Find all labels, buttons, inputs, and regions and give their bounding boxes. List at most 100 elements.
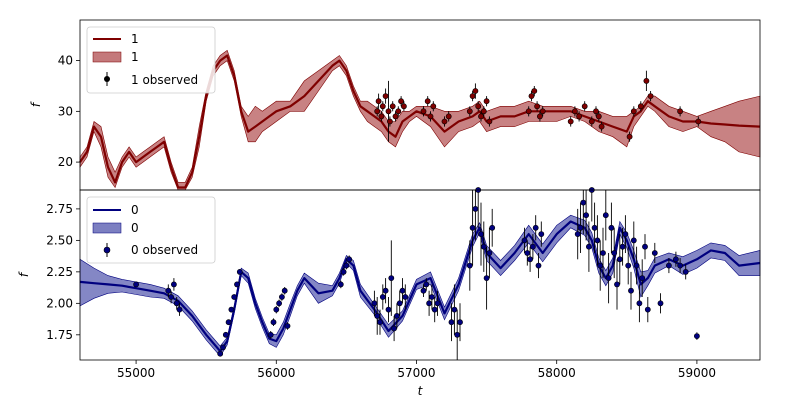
bottom-observed-point: [434, 300, 441, 307]
bottom-observed-point: [374, 312, 381, 319]
top-observed-points-layer: [374, 70, 702, 142]
bottom-observed-point: [343, 262, 350, 269]
bottom-observed-point: [521, 237, 528, 244]
bottom-observed-point: [388, 275, 395, 281]
bottom-observed-point: [377, 319, 383, 326]
top-y-tick-label: 40: [58, 54, 73, 68]
bottom-observed-point: [337, 281, 344, 288]
bottom-legend-band-swatch: [92, 222, 122, 234]
bottom-observed-point: [278, 294, 285, 300]
bottom-observed-point: [236, 268, 243, 275]
bottom-observed-point: [281, 287, 288, 294]
bottom-observed-point: [628, 287, 634, 294]
bottom-observed-point: [524, 250, 531, 256]
bottom-observed-points-layer: [133, 187, 700, 360]
bottom-observed-point: [431, 306, 438, 313]
bottom-panel: 1.75 2.00 2.25 2.50 2.75 55000 56000 57000 5800…: [17, 187, 761, 398]
bottom-observed-point: [385, 306, 392, 313]
bottom-axes-frame: [79, 189, 761, 361]
top-observed-point: [389, 103, 396, 110]
bottom-observed-point: [399, 287, 406, 294]
top-observed-point: [567, 118, 574, 125]
top-observed-point: [588, 118, 595, 125]
top-y-axis-label: f: [29, 101, 43, 107]
bottom-observed-point: [486, 250, 493, 256]
bottom-observed-point: [480, 243, 487, 250]
bottom-legend-entry-line: 0: [131, 203, 139, 217]
bottom-observed-point: [346, 256, 353, 263]
top-observed-point: [647, 93, 654, 99]
top-legend-entry-band: 1: [131, 50, 139, 64]
bottom-observed-point: [267, 331, 274, 338]
top-legend-frame: [86, 26, 216, 94]
top-y-tick-label: 20: [58, 155, 73, 169]
bottom-observed-point: [420, 287, 427, 294]
bottom-observed-point: [448, 319, 455, 326]
bottom-observed-point: [483, 275, 490, 281]
top-observed-point: [378, 113, 385, 120]
top-observed-point: [379, 103, 386, 110]
bottom-observed-point: [622, 231, 629, 237]
bottom-observed-point: [165, 287, 172, 294]
x-tick-label: 56000: [257, 366, 295, 380]
bottom-observed-point: [457, 319, 463, 326]
top-observed-point: [469, 93, 476, 99]
bottom-observed-point: [535, 262, 542, 269]
bottom-observed-point: [222, 331, 229, 338]
bottom-observed-point: [454, 331, 461, 338]
top-y-ticks: 20 30 40: [58, 54, 80, 169]
bottom-observed-point: [270, 319, 277, 326]
bottom-y-tick-label: 2.75: [46, 202, 73, 216]
top-observed-point: [382, 93, 389, 99]
bottom-observed-point: [478, 231, 484, 237]
bottom-observed-point: [276, 300, 282, 307]
bottom-observed-point: [574, 231, 581, 237]
bottom-observed-point: [451, 306, 458, 313]
bottom-observed-point: [402, 294, 409, 300]
top-model-line: [79, 54, 761, 189]
top-observed-point: [386, 118, 393, 125]
bottom-legend-marker-swatch: [103, 246, 111, 254]
bottom-y-tick-label: 2.50: [46, 233, 73, 247]
x-axis-label: t: [418, 384, 424, 398]
bottom-observed-point: [682, 268, 689, 275]
bottom-observed-point: [231, 294, 238, 300]
bottom-observed-point: [426, 300, 432, 307]
bottom-observed-point: [391, 325, 397, 332]
bottom-observed-point: [173, 300, 180, 307]
bottom-legend-entry-band: 0: [131, 221, 139, 235]
bottom-observed-point: [379, 294, 386, 300]
bottom-y-axis-label: f: [17, 271, 31, 277]
top-observed-point: [637, 103, 644, 110]
bottom-observed-point: [644, 306, 651, 313]
bottom-observed-point: [608, 224, 615, 231]
bottom-observed-point: [170, 281, 177, 288]
bottom-observed-point: [489, 224, 496, 231]
bottom-y-tick-label: 1.75: [46, 328, 73, 342]
top-observed-point: [595, 113, 602, 120]
x-tick-label: 58000: [538, 366, 576, 380]
bottom-observed-point: [469, 224, 476, 231]
bottom-legend-frame: [86, 196, 216, 264]
bottom-observed-point: [168, 294, 174, 300]
bottom-observed-point: [382, 287, 389, 294]
bottom-observed-point: [633, 262, 640, 269]
bottom-observed-point: [133, 281, 139, 288]
bottom-observed-point: [423, 281, 430, 288]
top-observed-point: [420, 108, 427, 115]
top-observed-point: [677, 108, 683, 115]
top-observed-point: [430, 103, 437, 110]
bottom-observed-point: [611, 250, 618, 256]
x-tick-label: 59000: [678, 366, 716, 380]
top-observed-point: [385, 108, 392, 115]
top-observed-point: [466, 108, 473, 115]
top-observed-point: [374, 108, 381, 115]
bottom-observed-point: [393, 312, 400, 319]
top-observed-point: [525, 108, 532, 115]
top-observed-point: [537, 113, 543, 120]
top-observed-point: [576, 113, 582, 120]
x-tick-label: 57000: [397, 366, 435, 380]
top-observed-point: [375, 98, 382, 105]
bottom-observed-point: [220, 344, 226, 351]
bottom-observed-point: [532, 224, 539, 231]
